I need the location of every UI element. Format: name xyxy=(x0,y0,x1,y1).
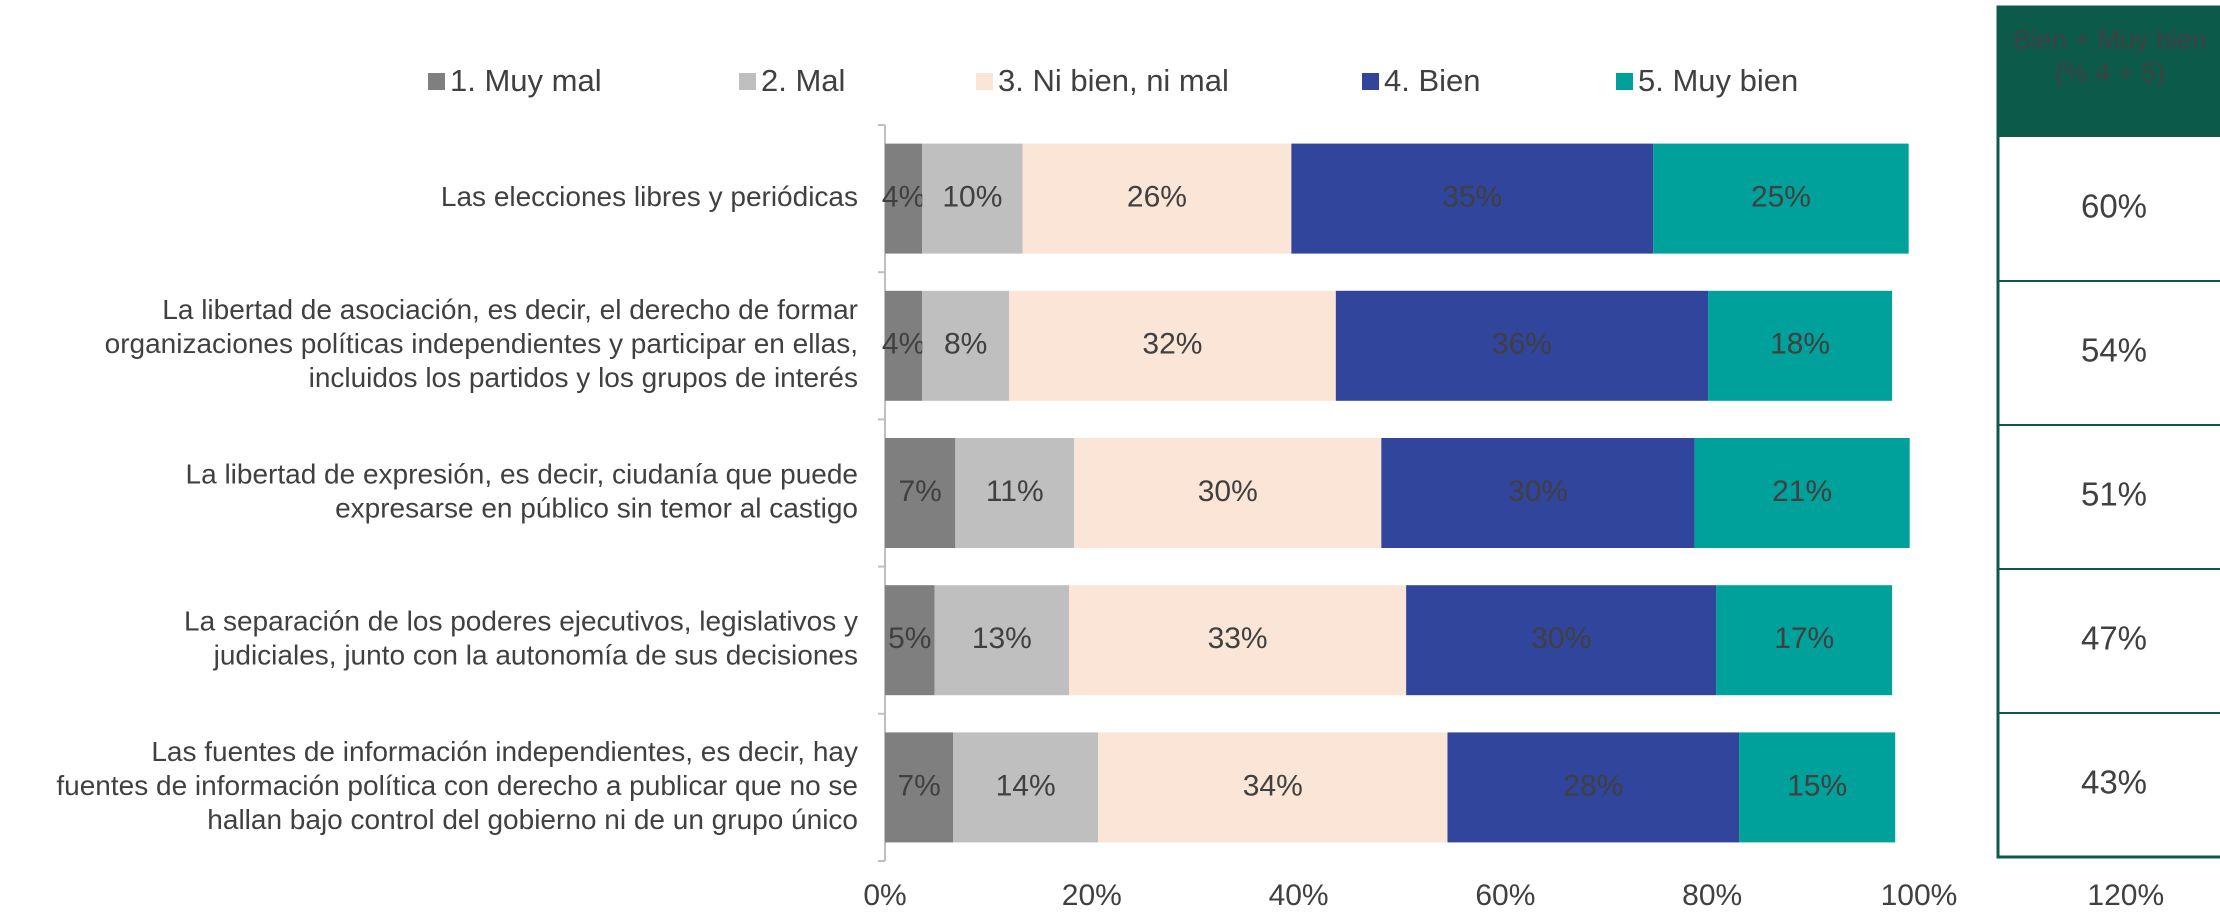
bar-segment xyxy=(1716,585,1893,696)
data-label: 4% xyxy=(882,181,925,214)
data-label: 25% xyxy=(1751,181,1811,214)
bar-segment xyxy=(885,732,954,843)
x-tick-label: 100% xyxy=(1881,879,1958,912)
data-label: 8% xyxy=(944,328,987,361)
category-label: organizaciones políticas independientes … xyxy=(105,328,858,359)
data-label: 30% xyxy=(1531,622,1591,655)
bar-segment xyxy=(922,143,1023,254)
data-label: 5% xyxy=(888,622,931,655)
data-label: 33% xyxy=(1208,622,1268,655)
data-label: 7% xyxy=(898,475,941,508)
bar-segment xyxy=(1406,585,1717,696)
bar-segment xyxy=(1291,143,1654,254)
table-value: 47% xyxy=(2081,620,2147,657)
bar-segment xyxy=(1335,290,1709,401)
bar-segment xyxy=(1069,585,1407,696)
x-tick-label: 40% xyxy=(1269,879,1329,912)
category-label: La separación de los poderes ejecutivos,… xyxy=(184,606,858,637)
x-tick-label: 60% xyxy=(1475,879,1535,912)
category-label: incluidos los partidos y los grupos de i… xyxy=(309,362,858,393)
data-label: 18% xyxy=(1770,328,1830,361)
bar-segment xyxy=(1694,438,1910,548)
table-header: (% 4 + 5) xyxy=(2055,58,2165,88)
data-label: 14% xyxy=(996,769,1056,802)
data-label: 11% xyxy=(986,475,1044,508)
legend-swatch xyxy=(428,73,445,90)
data-label: 28% xyxy=(1563,769,1623,802)
data-label: 30% xyxy=(1508,475,1568,508)
table-value: 60% xyxy=(2081,188,2147,225)
category-label: fuentes de información política con dere… xyxy=(56,770,858,801)
data-label: 30% xyxy=(1198,475,1258,508)
x-tick-label: 0% xyxy=(863,879,906,912)
data-label: 4% xyxy=(882,328,925,361)
category-label: hallan bajo control del gobierno ni de u… xyxy=(207,804,858,835)
bar-segment xyxy=(953,732,1099,843)
legend-swatch xyxy=(976,73,993,90)
data-label: 32% xyxy=(1142,328,1202,361)
legend-swatch xyxy=(1616,73,1633,90)
bar-segment xyxy=(1074,438,1382,548)
category-label: judiciales, junto con la autonomía de su… xyxy=(213,640,858,671)
data-label: 13% xyxy=(972,622,1032,655)
bar-segment xyxy=(1653,143,1909,254)
legend-label: 4. Bien xyxy=(1384,63,1481,98)
bar-segment xyxy=(1447,732,1740,843)
bar-segment xyxy=(885,290,923,401)
table-value: 51% xyxy=(2081,476,2147,513)
data-label: 10% xyxy=(942,181,1002,214)
legend-label: 3. Ni bien, ni mal xyxy=(998,63,1229,98)
category-label: La libertad de expresión, es decir, ciud… xyxy=(186,458,858,489)
table-header: Bien + Muy bien xyxy=(2013,25,2207,55)
table-value: 54% xyxy=(2081,332,2147,369)
bar-segment xyxy=(885,143,923,254)
bar-segment xyxy=(1381,438,1695,548)
data-label: 7% xyxy=(897,769,940,802)
table-value: 43% xyxy=(2081,764,2147,801)
bar-segment xyxy=(885,585,935,696)
data-label: 36% xyxy=(1492,328,1552,361)
bar-segment xyxy=(1022,143,1292,254)
legend-label: 1. Muy mal xyxy=(450,63,602,98)
data-label: 34% xyxy=(1243,769,1303,802)
legend-label: 5. Muy bien xyxy=(1638,63,1798,98)
data-label: 21% xyxy=(1772,475,1832,508)
bar-segment xyxy=(934,585,1070,696)
data-label: 26% xyxy=(1127,181,1187,214)
table-header-bg xyxy=(1998,7,2220,137)
bar-segment xyxy=(955,438,1075,548)
bar-segment xyxy=(1708,290,1893,401)
data-label: 15% xyxy=(1787,769,1847,802)
data-label: 17% xyxy=(1774,622,1834,655)
x-tick-label: 120% xyxy=(2087,879,2164,912)
data-label: 35% xyxy=(1442,181,1502,214)
bar-segment xyxy=(1098,732,1448,843)
bar-segment xyxy=(885,438,956,548)
table-border xyxy=(1996,5,2220,859)
category-label: Las elecciones libres y periódicas xyxy=(441,181,858,212)
category-label: Las fuentes de información independiente… xyxy=(151,736,858,767)
legend-swatch xyxy=(739,73,756,90)
bar-segment xyxy=(1739,732,1896,843)
bar-segment xyxy=(1009,290,1336,401)
x-tick-label: 20% xyxy=(1062,879,1122,912)
x-tick-label: 80% xyxy=(1682,879,1742,912)
legend-label: 2. Mal xyxy=(761,63,845,98)
category-label: expresarse en público sin temor al casti… xyxy=(335,492,858,523)
bar-segment xyxy=(922,290,1010,401)
legend-swatch xyxy=(1362,73,1379,90)
category-label: La libertad de asociación, es decir, el … xyxy=(162,294,858,325)
